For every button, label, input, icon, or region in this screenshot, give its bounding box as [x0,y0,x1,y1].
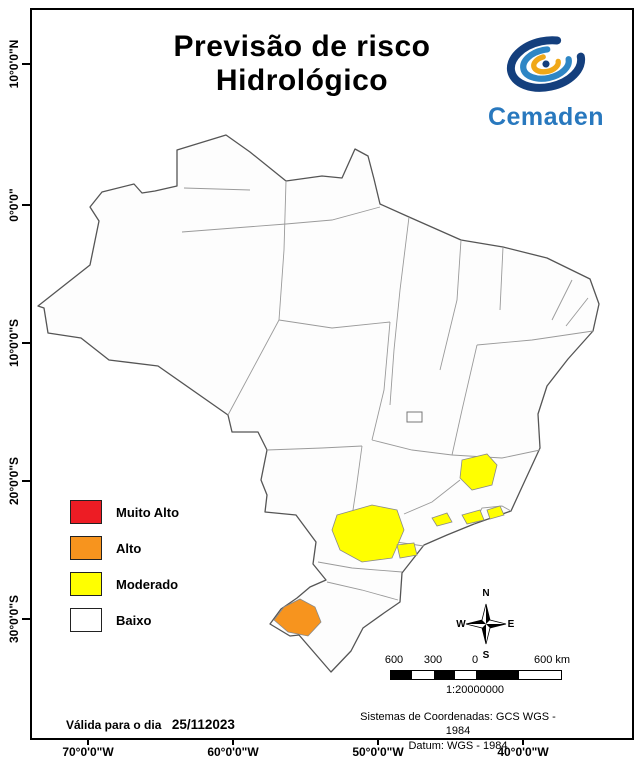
compass-star-black [486,604,490,624]
legend-swatch-muito-alto [70,500,102,524]
risk-areas [273,453,505,637]
lat-label-10s: 10°0'0"S [7,318,21,368]
cemaden-logo-icon [506,36,586,92]
legend-label-baixo: Baixo [116,612,152,628]
map-frame: Previsão de risco Hidrológico Cemaden Mu… [30,8,634,752]
crs-line2: Datum: WGS - 1984 [408,739,508,752]
legend-item-baixo: Baixo [70,608,179,632]
lat-tick [22,204,30,206]
legend-item-alto: Alto [70,536,179,560]
lat-label-10n: 10°0'0"N [7,39,21,89]
risk-area-moderado-parana [331,504,405,563]
lat-tick [22,618,30,620]
scale-label-600-left: 600 [384,654,404,666]
lat-tick [22,480,30,482]
legend-item-muito-alto: Muito Alto [70,500,179,524]
validity-prefix: Válida para o dia [66,718,162,732]
scale-label-0: 0 [471,654,479,666]
scale-segment [518,671,561,679]
scale-segment [412,671,434,679]
lon-label-50w: 50°0'0"W [352,745,404,759]
federal-district-outline [406,411,423,423]
legend-item-moderado: Moderado [70,572,179,596]
validity-date: 25/112023 [171,717,235,732]
compass-e: E [508,619,515,630]
scale-segment [454,671,476,679]
legend-label-alto: Alto [116,540,142,556]
lon-label-40w: 40°0'0"W [497,745,549,759]
brazil-map [37,134,600,673]
legend-swatch-alto [70,536,102,560]
lon-tick [522,738,524,745]
risk-area-moderado-litoral-2 [461,509,485,525]
risk-area-moderado-litoral-3 [486,505,505,520]
legend-swatch-baixo [70,608,102,632]
scale-segment [433,671,455,679]
page-title-line1: Previsão de risco [173,30,431,63]
lat-tick [22,342,30,344]
crs-line1: Sistemas de Coordenadas: GCS WGS - 1984 [360,711,556,738]
scale-bar-graphic [390,670,562,680]
coordinate-system-note: Sistemas de Coordenadas: GCS WGS - 1984 … [350,710,566,753]
legend-label-muito-alto: Muito Alto [116,504,180,520]
lon-label-70w: 70°0'0"W [62,745,114,759]
compass-w: W [456,619,466,630]
legend-swatch-moderado [70,572,102,596]
compass-star-black [482,624,486,644]
lon-tick [232,738,234,745]
risk-area-alto-rs [273,598,322,637]
lat-label-30s: 30°0'0"S [7,594,21,644]
compass-rose: N S W E [456,588,515,661]
compass-n: N [482,588,489,599]
legend: Muito Alto Alto Moderado Baixo [70,500,179,644]
scale-segment [391,671,413,679]
risk-area-moderado-mg [459,453,498,491]
risk-area-moderado-litoral-1 [431,512,453,527]
page-title: Previsão de risco Hidrológico [32,30,572,97]
lat-label-0: 0°0'0" [7,188,21,222]
risk-area-moderado-sp [396,542,418,559]
scale-bar: 600 300 0 600 km 1:20000000 [385,654,570,702]
validity-note: Válida para o dia 25/112023 [66,716,235,734]
compass-star-black [486,624,506,628]
lon-label-60w: 60°0'0"W [207,745,259,759]
lat-label-20s: 20°0'0"S [7,456,21,506]
compass-s: S [483,650,490,661]
legend-label-moderado: Moderado [116,576,179,592]
scale-segment [476,671,519,679]
scale-ratio: 1:20000000 [445,684,505,696]
lat-tick [22,63,30,65]
scale-label-300: 300 [423,654,443,666]
lon-tick [377,738,379,745]
scale-label-600-km: 600 km [533,654,571,666]
lon-tick [87,738,89,745]
compass-star-black [466,620,486,624]
cemaden-logo-text: Cemaden [487,103,605,131]
cemaden-logo: Cemaden [466,32,626,132]
page-title-line2: Hidrológico [215,63,389,97]
